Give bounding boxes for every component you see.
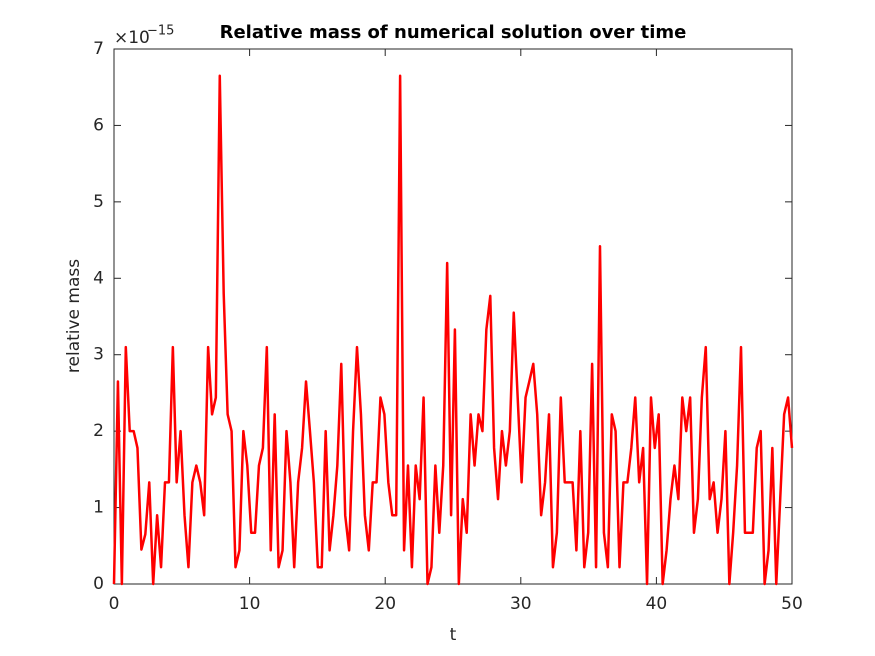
y-tick-label: 1 — [93, 498, 104, 518]
y-multiplier-base: ×10 — [114, 28, 150, 48]
x-tick-label: 50 — [781, 594, 803, 614]
x-tick-label: 20 — [374, 594, 396, 614]
chart-title: Relative mass of numerical solution over… — [220, 22, 687, 43]
data-line — [112, 74, 794, 586]
x-tick-label: 0 — [109, 594, 120, 614]
y-tick-label: 3 — [93, 345, 104, 365]
y-axis-label: relative mass — [64, 259, 84, 373]
y-multiplier-exponent: −15 — [147, 24, 174, 39]
y-tick-label: 6 — [93, 115, 104, 135]
y-tick-label: 7 — [93, 39, 104, 59]
x-tick-label: 40 — [646, 594, 668, 614]
y-tick-label: 2 — [93, 421, 104, 441]
y-tick-label: 0 — [93, 574, 104, 594]
y-tick-label: 4 — [93, 268, 104, 288]
x-axis-label: t — [450, 625, 457, 645]
y-tick-label: 5 — [93, 192, 104, 212]
x-tick-label: 30 — [510, 594, 532, 614]
x-tick-label: 10 — [239, 594, 261, 614]
